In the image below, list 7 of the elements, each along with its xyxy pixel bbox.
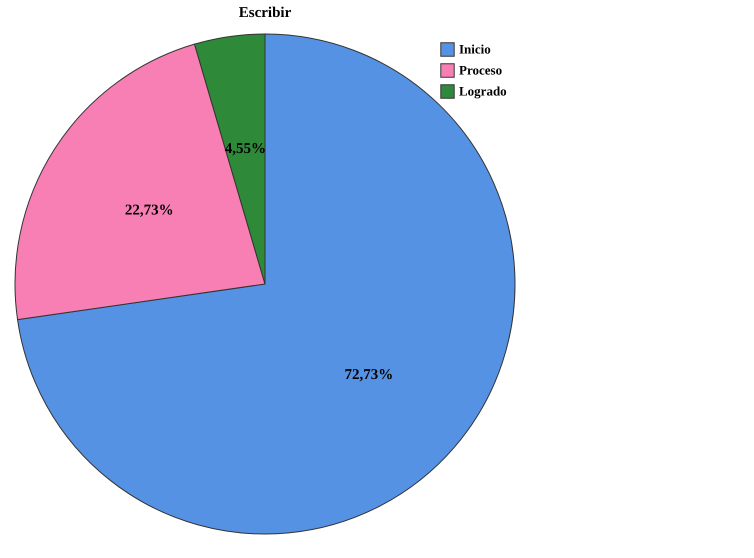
- legend-label: Proceso: [459, 62, 502, 78]
- chart-title: Escribir: [238, 5, 292, 21]
- data-label: 22,73%: [124, 202, 174, 219]
- data-label: 4,55%: [224, 140, 266, 157]
- data-label: 72,73%: [344, 367, 394, 384]
- legend-label: Logrado: [459, 84, 507, 98]
- legend-label: Inicio: [459, 42, 491, 56]
